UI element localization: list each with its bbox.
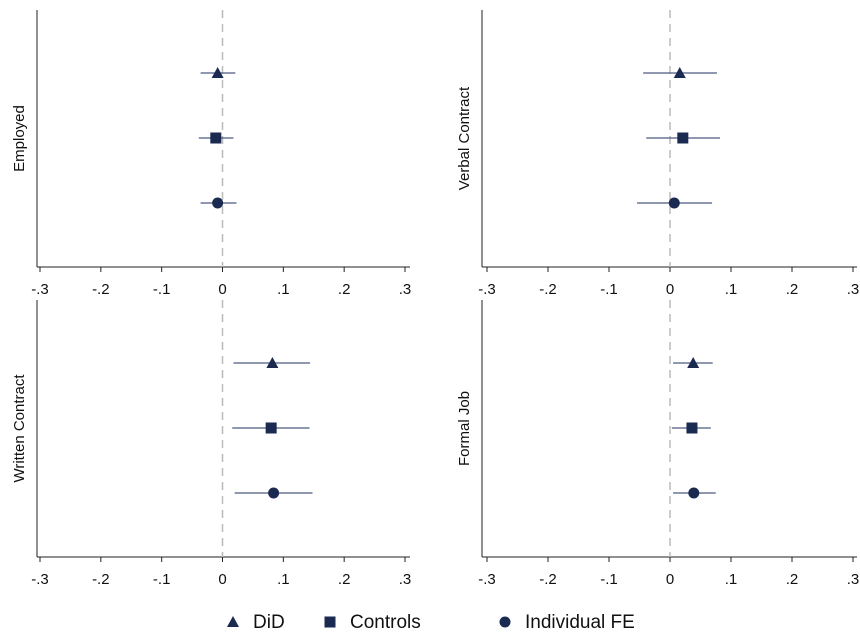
marker-circle xyxy=(268,487,280,499)
marker-triangle xyxy=(211,67,224,78)
panel-label: Verbal Contract xyxy=(456,86,473,190)
x-tick-label: -.1 xyxy=(600,571,618,588)
x-tick-label: -.3 xyxy=(31,281,49,298)
marker-circle xyxy=(688,487,700,499)
legend-marker xyxy=(499,616,511,628)
marker-square xyxy=(686,422,698,434)
x-tick-label: .1 xyxy=(725,571,738,588)
marker-triangle xyxy=(687,357,700,368)
marker-square xyxy=(210,132,222,144)
x-tick-label: -.2 xyxy=(92,571,110,588)
x-tick-label: .3 xyxy=(399,571,412,588)
panel-label: Formal Job xyxy=(456,391,473,466)
x-tick-label: .3 xyxy=(847,571,860,588)
legend-label: Individual FE xyxy=(525,612,635,633)
legend-label: Controls xyxy=(350,612,421,633)
x-tick-label: -.2 xyxy=(539,571,557,588)
panel-label: Written Contract xyxy=(11,374,28,483)
x-tick-label: 0 xyxy=(218,281,226,298)
legend-label: DiD xyxy=(253,612,285,633)
x-tick-label: -.1 xyxy=(600,281,618,298)
marker-circle xyxy=(668,197,680,209)
x-tick-label: .1 xyxy=(277,281,290,298)
x-tick-label: .2 xyxy=(786,571,799,588)
x-tick-label: 0 xyxy=(218,571,226,588)
x-tick-label: -.1 xyxy=(153,571,171,588)
marker-triangle xyxy=(673,67,686,78)
marker-square xyxy=(677,132,689,144)
x-tick-label: .1 xyxy=(277,571,290,588)
x-tick-label: .2 xyxy=(786,281,799,298)
x-tick-label: -.2 xyxy=(539,281,557,298)
x-tick-label: 0 xyxy=(666,571,674,588)
x-tick-label: .2 xyxy=(338,281,351,298)
legend-marker xyxy=(324,616,336,628)
x-tick-label: -.3 xyxy=(478,571,496,588)
marker-square xyxy=(265,422,277,434)
panel-label: Employed xyxy=(11,105,28,172)
marker-circle xyxy=(212,197,224,209)
x-tick-label: -.1 xyxy=(153,281,171,298)
marker-triangle xyxy=(266,357,279,368)
x-tick-label: -.2 xyxy=(92,281,110,298)
x-tick-label: -.3 xyxy=(478,281,496,298)
legend-marker xyxy=(227,616,239,627)
x-tick-label: -.3 xyxy=(31,571,49,588)
x-tick-label: .3 xyxy=(399,281,412,298)
x-tick-label: .3 xyxy=(847,281,860,298)
x-tick-label: 0 xyxy=(666,281,674,298)
x-tick-label: .1 xyxy=(725,281,738,298)
x-tick-label: .2 xyxy=(338,571,351,588)
legend: DiD Controls Individual FE xyxy=(227,612,635,633)
